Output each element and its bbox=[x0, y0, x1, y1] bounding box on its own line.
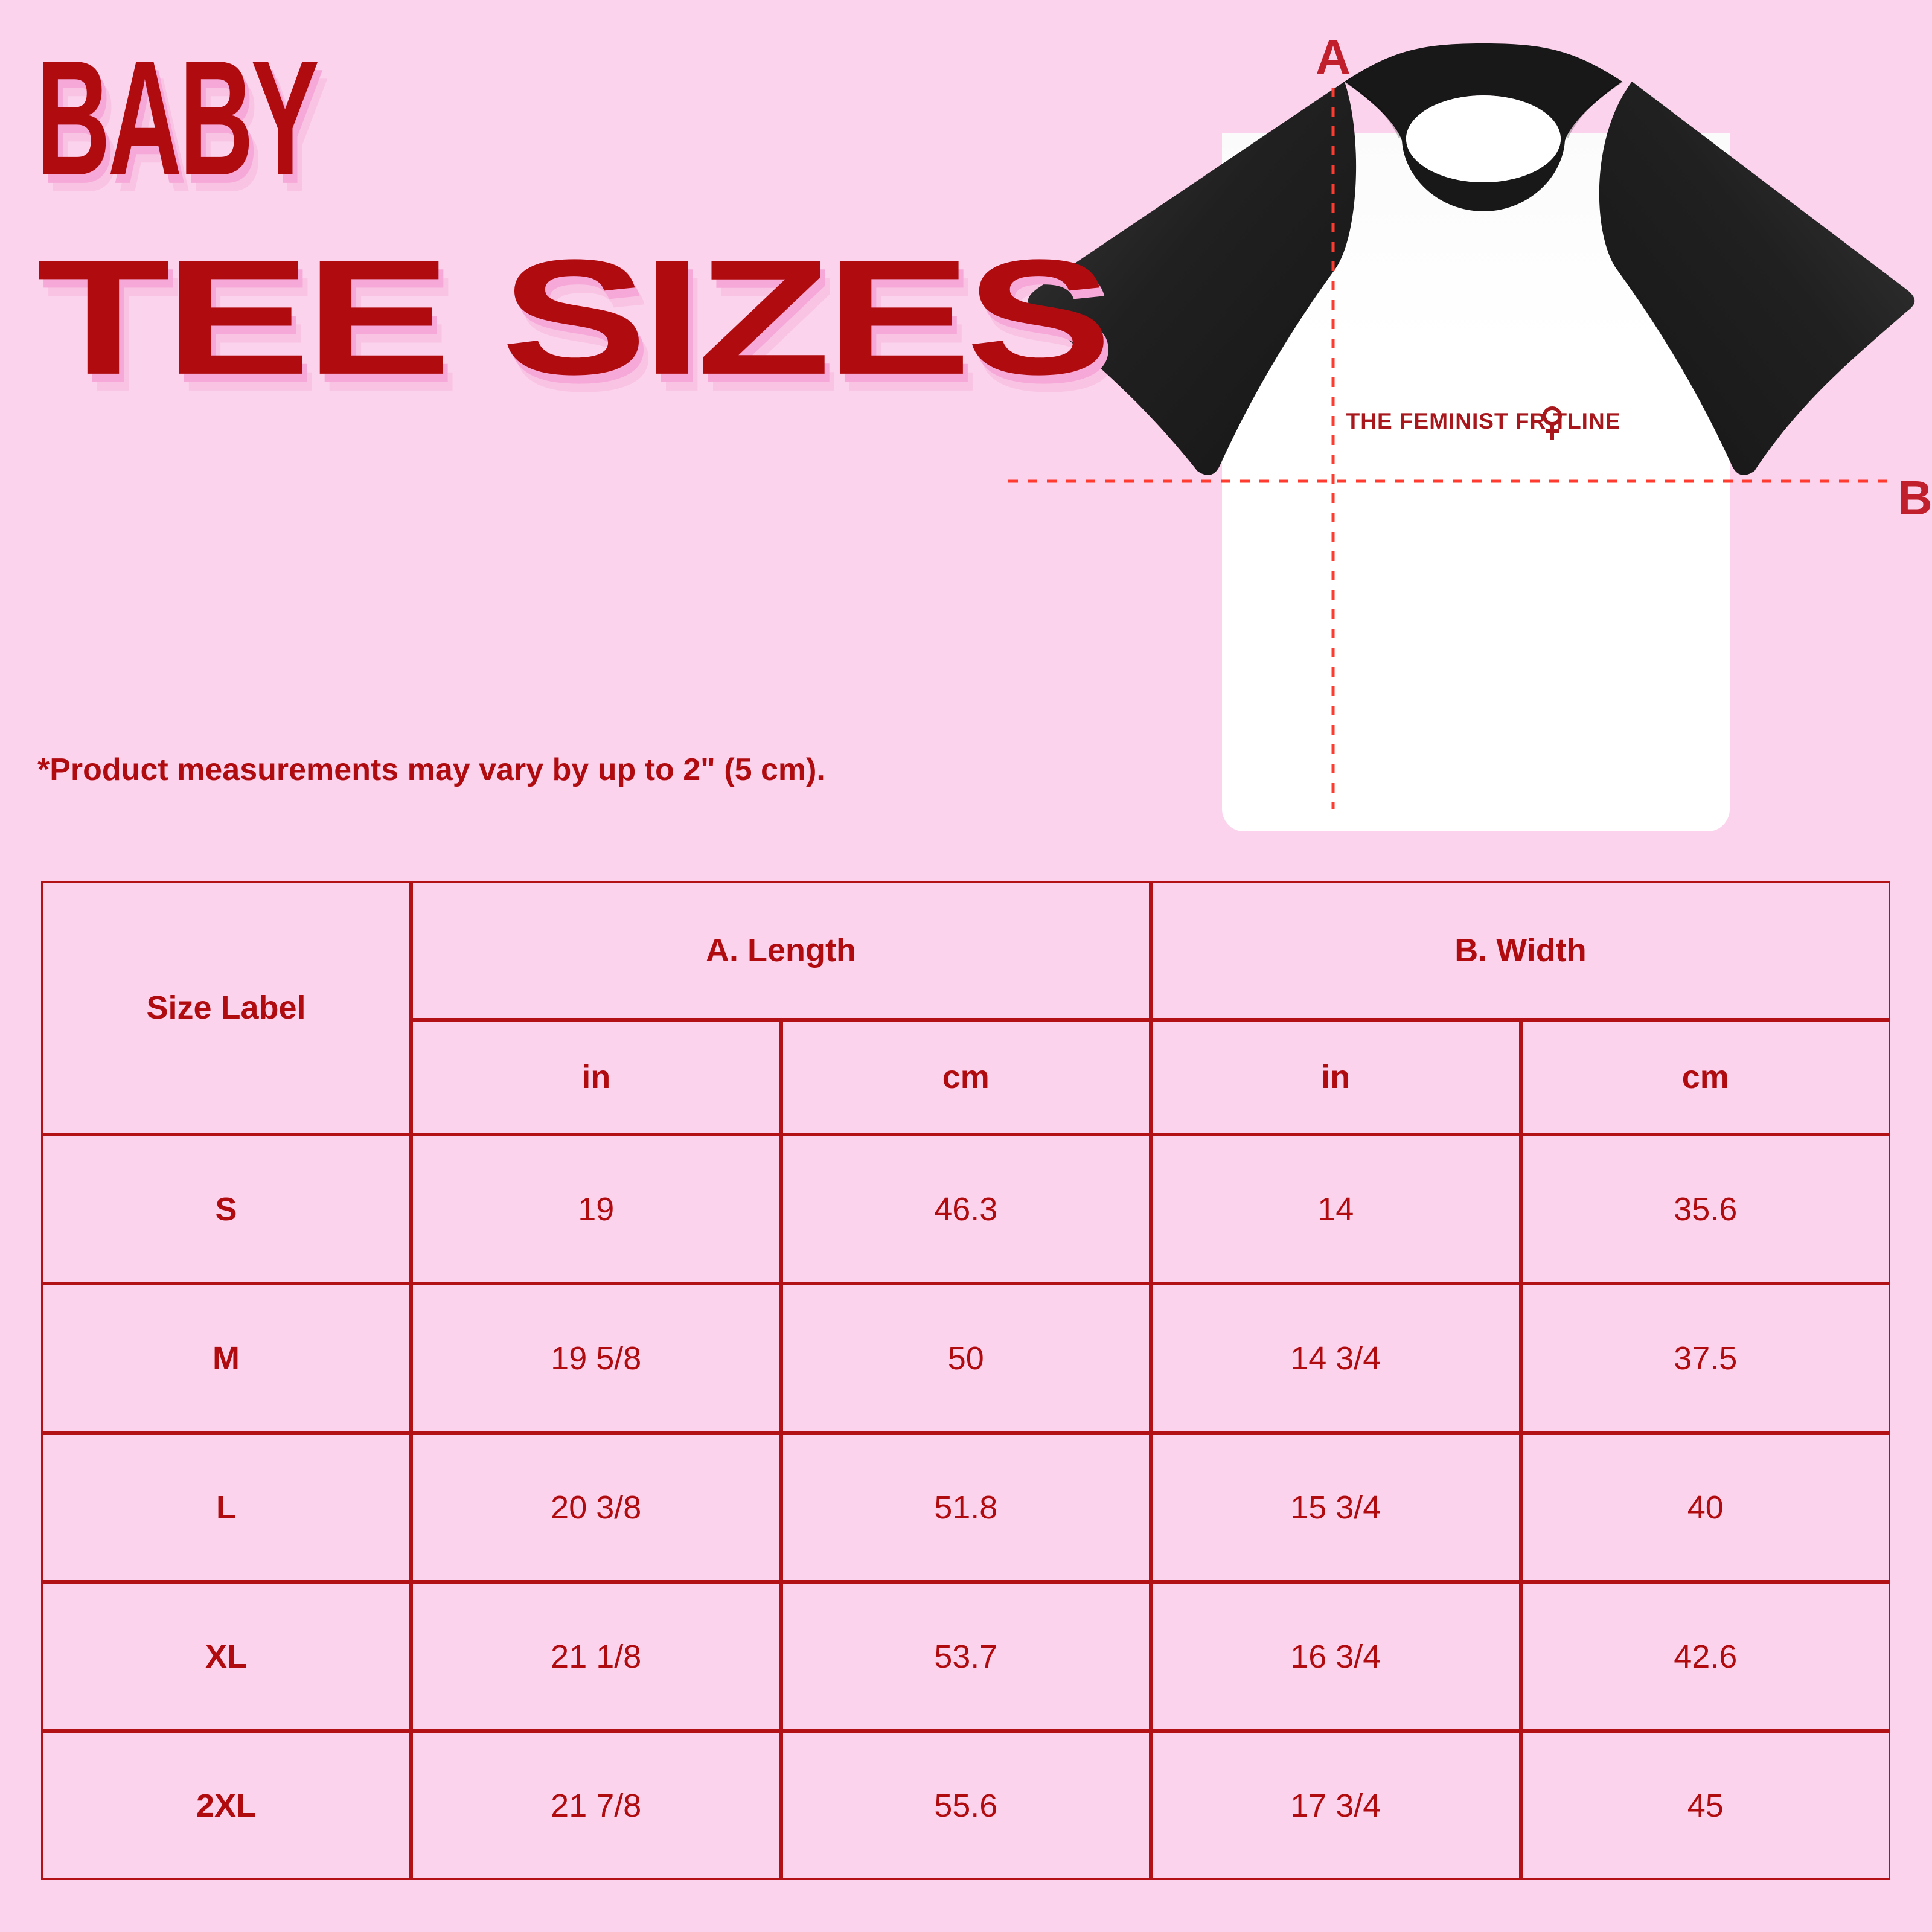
svg-text:THE FEMINIST FR TLINE: THE FEMINIST FR TLINE bbox=[1346, 409, 1621, 433]
svg-text:B: B bbox=[1898, 471, 1932, 525]
svg-text:A: A bbox=[1316, 30, 1351, 84]
